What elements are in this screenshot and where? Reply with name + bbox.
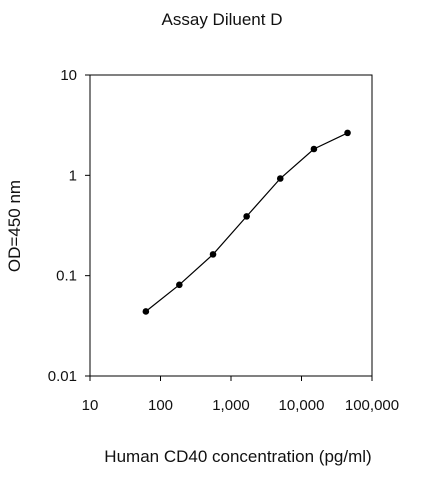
x-tick-label: 10,000 — [279, 397, 325, 414]
y-axis: 10 1 0.1 0.01 — [48, 67, 90, 385]
y-tick-label: 1 — [69, 167, 77, 184]
x-axis-label: Human CD40 concentration (pg/ml) — [104, 447, 371, 466]
data-point — [209, 251, 217, 258]
data-point — [243, 213, 250, 220]
chart-title: Assay Diluent D — [162, 10, 283, 29]
x-tick-label: 100,000 — [345, 397, 399, 414]
y-tick-label: 0.1 — [56, 268, 77, 285]
data-point — [310, 145, 318, 153]
data-point — [276, 175, 284, 182]
data-point — [142, 308, 150, 315]
x-tick-label: 1,000 — [212, 397, 250, 414]
x-axis: 10 100 1,000 10,000 100,000 — [82, 376, 399, 414]
x-tick-label: 10 — [82, 397, 99, 414]
y-tick-label: 0.01 — [48, 368, 77, 385]
data-points — [142, 129, 351, 315]
x-tick-label: 100 — [148, 397, 173, 414]
y-tick-label: 10 — [60, 67, 77, 84]
plot-area-frame — [89, 74, 373, 377]
y-axis-label: OD=450 nm — [5, 180, 24, 272]
data-point — [344, 129, 351, 137]
data-point — [176, 281, 183, 289]
